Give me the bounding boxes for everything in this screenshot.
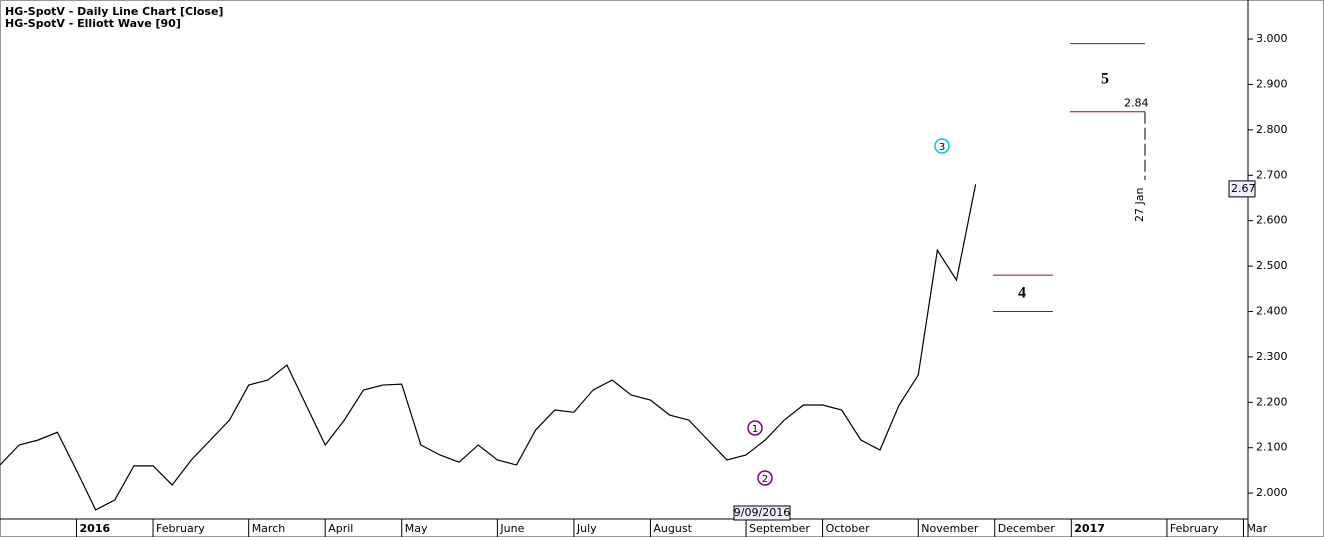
last-value-label: 2.67	[1231, 182, 1256, 195]
price-line	[0, 184, 977, 511]
date-marker-label: 9/09/2016	[734, 506, 790, 519]
wave-circle	[757, 470, 773, 486]
y-tick-label: 2.000	[1256, 486, 1288, 499]
y-tick-label: 2.200	[1256, 395, 1288, 408]
wave-label: 1	[752, 424, 758, 435]
y-tick-label: 2.400	[1256, 304, 1288, 317]
y-tick-label: 2.500	[1256, 259, 1288, 272]
x-tick-label: May	[405, 522, 428, 535]
level-label: 2.84	[1124, 97, 1149, 110]
x-tick-label: July	[576, 522, 597, 535]
wave-label: 3	[939, 142, 945, 153]
chart-title: HG-SpotV - Daily Line Chart [Close]	[5, 5, 223, 18]
last-value-box	[1228, 180, 1256, 198]
x-tick-label: November	[921, 522, 979, 535]
x-tick-label: 2016	[80, 522, 111, 535]
wave-circle	[747, 420, 763, 436]
x-tick-label: February	[1170, 522, 1219, 535]
y-tick-label: 3.000	[1256, 32, 1288, 45]
x-tick-label: March	[252, 522, 286, 535]
x-tick-label: October	[826, 522, 870, 535]
x-tick-label: Mar	[1246, 522, 1267, 535]
y-tick-label: 2.900	[1256, 77, 1288, 90]
chart-subtitle: HG-SpotV - Elliott Wave [90]	[5, 17, 181, 30]
x-tick-label: December	[998, 522, 1056, 535]
time-label: 27 Jan	[1133, 188, 1146, 222]
y-tick-label: 2.800	[1256, 123, 1288, 136]
y-tick-label: 2.700	[1256, 168, 1288, 181]
wave-label: 2	[762, 474, 768, 485]
y-tick-label: 2.600	[1256, 214, 1288, 227]
x-tick-label: April	[328, 522, 353, 535]
date-marker-box	[733, 505, 791, 521]
x-tick-label: June	[499, 522, 524, 535]
y-tick-label: 2.100	[1256, 441, 1288, 454]
x-tick-label: September	[749, 522, 810, 535]
y-tick-label: 2.300	[1256, 350, 1288, 363]
wave-label: 5	[1101, 71, 1109, 88]
x-tick-label: 2017	[1074, 522, 1105, 535]
x-tick-label: August	[653, 522, 692, 535]
wave-label: 4	[1018, 285, 1026, 302]
wave-circle	[934, 138, 950, 154]
x-tick-label: February	[156, 522, 205, 535]
